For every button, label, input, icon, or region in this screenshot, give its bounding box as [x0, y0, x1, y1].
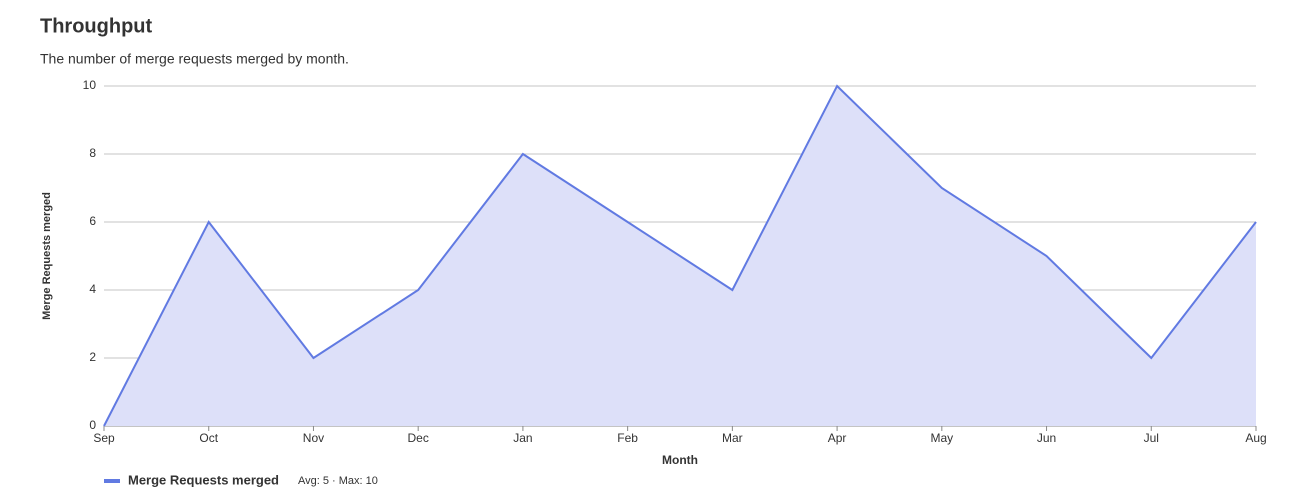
x-tick-label: Feb — [617, 431, 638, 445]
x-axis-label: Month — [662, 453, 698, 467]
y-tick-label: 0 — [89, 418, 96, 432]
y-tick-label: 2 — [89, 350, 96, 364]
chart-subtitle: The number of merge requests merged by m… — [40, 51, 349, 67]
y-tick-label: 8 — [89, 146, 96, 160]
line — [103, 84, 1257, 427]
x-tick-label: Mar — [722, 431, 743, 445]
x-tick-label: Aug — [1245, 431, 1266, 445]
legend-label: Merge Requests merged — [128, 472, 279, 487]
y-axis-label: Merge Requests merged — [41, 192, 53, 320]
y-tick-label: 4 — [89, 282, 96, 296]
chart-title: Throughput — [40, 15, 153, 37]
x-tick-label: Jul — [1144, 431, 1159, 445]
x-tick-label: Dec — [408, 431, 429, 445]
x-tick-label: Sep — [93, 431, 115, 445]
x-tick-label: Apr — [828, 431, 847, 445]
y-tick-label: 6 — [89, 214, 96, 228]
y-tick-label: 10 — [83, 78, 97, 92]
x-tick-label: May — [930, 431, 953, 445]
x-tick-label: Jan — [513, 431, 532, 445]
x-tick-label: Nov — [303, 431, 324, 445]
x-tick-label: Oct — [199, 431, 218, 445]
x-tick-label: Jun — [1037, 431, 1056, 445]
legend-stats: Avg: 5 · Max: 10 — [298, 475, 378, 487]
